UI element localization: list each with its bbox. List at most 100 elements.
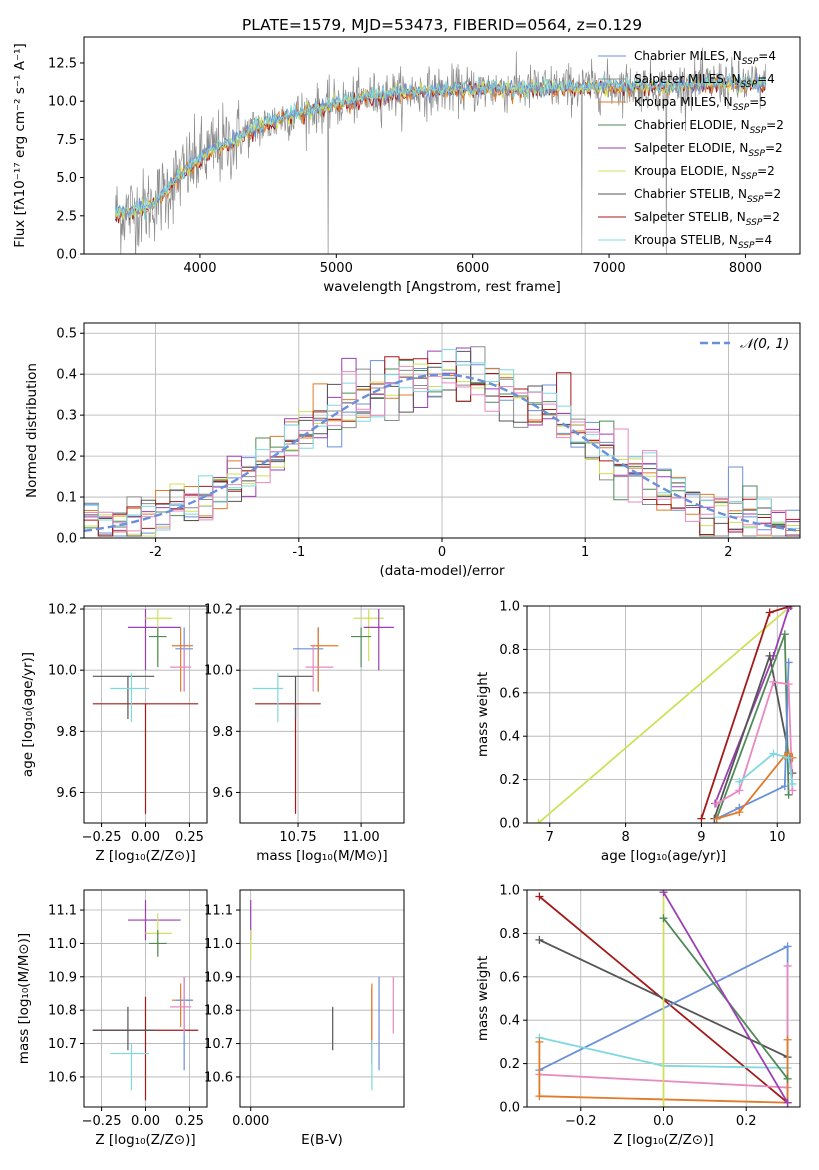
legend-entry-tail: =5	[749, 95, 767, 109]
errorbar-point	[127, 900, 181, 941]
errorbar-point	[110, 1043, 150, 1091]
histogram-series	[84, 349, 800, 538]
legend-entry-tail: =2	[757, 164, 775, 178]
weight-vs-Z-xlabel: Z [log₁₀(Z/Z⊙)]	[613, 1132, 713, 1148]
weight-marker	[735, 808, 744, 817]
residuals-xtick-label: 0	[438, 545, 446, 560]
age-vs-mass-xlabel: mass [log₁₀(M/M⊙)]	[256, 848, 387, 864]
errorbar-point	[351, 627, 372, 668]
legend-entry: 𝒩(0, 1)	[740, 336, 789, 352]
mass-vs-Z-ytick-label: 11.1	[48, 904, 77, 919]
age-vs-Z-axes: −0.25 0.00 0.25 9.6 9.8 10.0 10.2	[48, 603, 207, 845]
weight-marker	[534, 819, 543, 823]
weight-vs-Z-frame	[526, 889, 801, 1108]
age-vs-Z-ytick-label: 10.2	[48, 603, 77, 618]
weight-vs-Z-ylabel: mass weight	[475, 956, 491, 1041]
spectrum-model-line	[114, 72, 767, 220]
residuals-ytick-label: 0.2	[56, 450, 77, 465]
residuals-ylabel: Normed distribution	[24, 363, 40, 498]
weight-vs-age-frame	[526, 605, 801, 824]
weight-vs-Z-ytick-label: 0.6	[499, 970, 520, 985]
weight-series-line	[716, 662, 790, 820]
weight-marker	[783, 942, 792, 951]
age-vs-mass-ytick-label: 10.0	[204, 664, 233, 679]
mass-vs-EBV-points	[250, 900, 394, 1091]
weight-vs-age-ytick-label: 1.0	[499, 600, 520, 615]
histogram-series	[84, 365, 800, 538]
weight-vs-age-ytick-label: 0.2	[499, 773, 520, 788]
weight-marker	[780, 630, 789, 639]
mass-vs-Z-points	[92, 900, 199, 1101]
legend-entry: Salpeter STELIB, NSSP=2	[634, 210, 780, 228]
mass-vs-Z-ytick-label: 10.9	[48, 970, 77, 985]
legend-entry-tail: =2	[764, 187, 782, 201]
legend-entry-sub: SSP	[747, 195, 764, 205]
weight-marker	[735, 777, 744, 786]
mass-vs-EBV-ytick-label: 10.9	[204, 970, 233, 985]
residuals-ytick-label: 0.3	[56, 409, 77, 424]
legend-entry-tail: =4	[754, 233, 772, 247]
errorbar-point	[127, 609, 181, 671]
weight-marker	[784, 658, 793, 667]
mass-vs-Z-ylabel: mass [log₁₀(M/M⊙)]	[16, 933, 32, 1064]
weight-vs-Z-ytick-label: 1.0	[499, 884, 520, 899]
weight-vs-Z-xtick-label: −0.2	[565, 1114, 597, 1129]
mass-vs-Z-frame	[83, 889, 208, 1108]
weight-marker	[784, 753, 793, 762]
legend-entry: Kroupa STELIB, NSSP=4	[634, 233, 772, 251]
weight-vs-Z-ytick-label: 0.4	[499, 1014, 520, 1029]
mass-vs-Z-xtick-label: 0.00	[131, 1114, 160, 1129]
weight-marker	[784, 680, 793, 689]
errorbar-point	[92, 703, 199, 814]
weight-vs-Z-xtick-label: 0.2	[736, 1114, 757, 1129]
mass-vs-EBV-ytick-label: 11.0	[204, 937, 233, 952]
age-vs-mass-ytick-label: 9.6	[212, 786, 233, 801]
age-vs-Z-xlabel: Z [log₁₀(Z/Z⊙)]	[95, 848, 195, 864]
legend-entry-tail: =2	[765, 141, 783, 155]
weight-series-line	[662, 891, 789, 1104]
residuals-xlabel: (data-model)/error	[379, 563, 505, 579]
errorbar-point	[255, 703, 321, 814]
age-vs-Z-ytick-label: 9.8	[56, 725, 77, 740]
legend-entry-tail: =4	[758, 49, 776, 63]
legend-entry-sub: SSP	[746, 218, 763, 228]
age-vs-mass-xtick-label: 10.75	[279, 830, 316, 845]
weight-vs-Z-lines	[535, 890, 792, 1107]
age-vs-mass-axes: 10.75 11.00 9.6 9.8 10.0 10.2	[204, 603, 404, 845]
age-vs-mass-ytick-label: 9.8	[212, 725, 233, 740]
legend-entry: Chabrier ELODIE, NSSP=2	[634, 118, 784, 136]
errorbar-point	[363, 609, 394, 671]
weight-vs-Z-ytick-label: 0.8	[499, 927, 520, 942]
errorbar-point	[145, 913, 172, 954]
legend-entry: Chabrier MILES, NSSP=4	[634, 49, 776, 67]
spectrum-xtick-label: 5000	[320, 261, 353, 276]
weight-vs-Z-axes: −0.2 0.0 0.2 0.0 0.2 0.4 0.6 0.8 1.0	[499, 884, 800, 1129]
errorbar-point	[92, 1006, 155, 1051]
age-vs-mass-grid	[240, 606, 404, 823]
weight-vs-age-xtick-label: 9	[697, 830, 705, 845]
weight-marker	[784, 790, 793, 799]
errorbar-point	[277, 675, 314, 720]
legend-entry-text: Chabrier STELIB, N	[634, 187, 747, 201]
spectrum-ylabel: Flux [fλ10⁻¹⁷ erg cm⁻² s⁻¹ A⁻¹]	[12, 43, 28, 248]
mass-vs-Z-xlabel: Z [log₁₀(Z/Z⊙)]	[95, 1132, 195, 1148]
weight-marker	[783, 1074, 792, 1083]
weight-marker	[712, 799, 721, 808]
mass-vs-Z-ytick-label: 10.8	[48, 1004, 77, 1019]
legend-entry-tail: =2	[762, 210, 780, 224]
legend-entry-text: Kroupa MILES, N	[634, 95, 733, 109]
age-vs-Z-xtick-label: 0.00	[131, 830, 160, 845]
weight-marker	[780, 782, 789, 791]
spectrum-ytick-label: 0.0	[56, 248, 77, 263]
age-vs-Z-xtick-label: −0.25	[82, 830, 122, 845]
weight-marker	[783, 1098, 792, 1107]
legend-entry-sub: SSP	[741, 172, 758, 182]
spectrum-xtick-label: 4000	[183, 261, 216, 276]
legend-entry-text: Salpeter ELODIE, N	[634, 141, 748, 155]
weight-vs-age-ytick-label: 0.0	[499, 817, 520, 832]
mass-vs-Z-xtick-label: −0.25	[82, 1114, 122, 1129]
weight-vs-Z-ytick-label: 0.0	[499, 1101, 520, 1116]
weight-vs-age-xtick-label: 7	[546, 830, 554, 845]
legend-entry: Kroupa MILES, NSSP=5	[634, 95, 767, 113]
